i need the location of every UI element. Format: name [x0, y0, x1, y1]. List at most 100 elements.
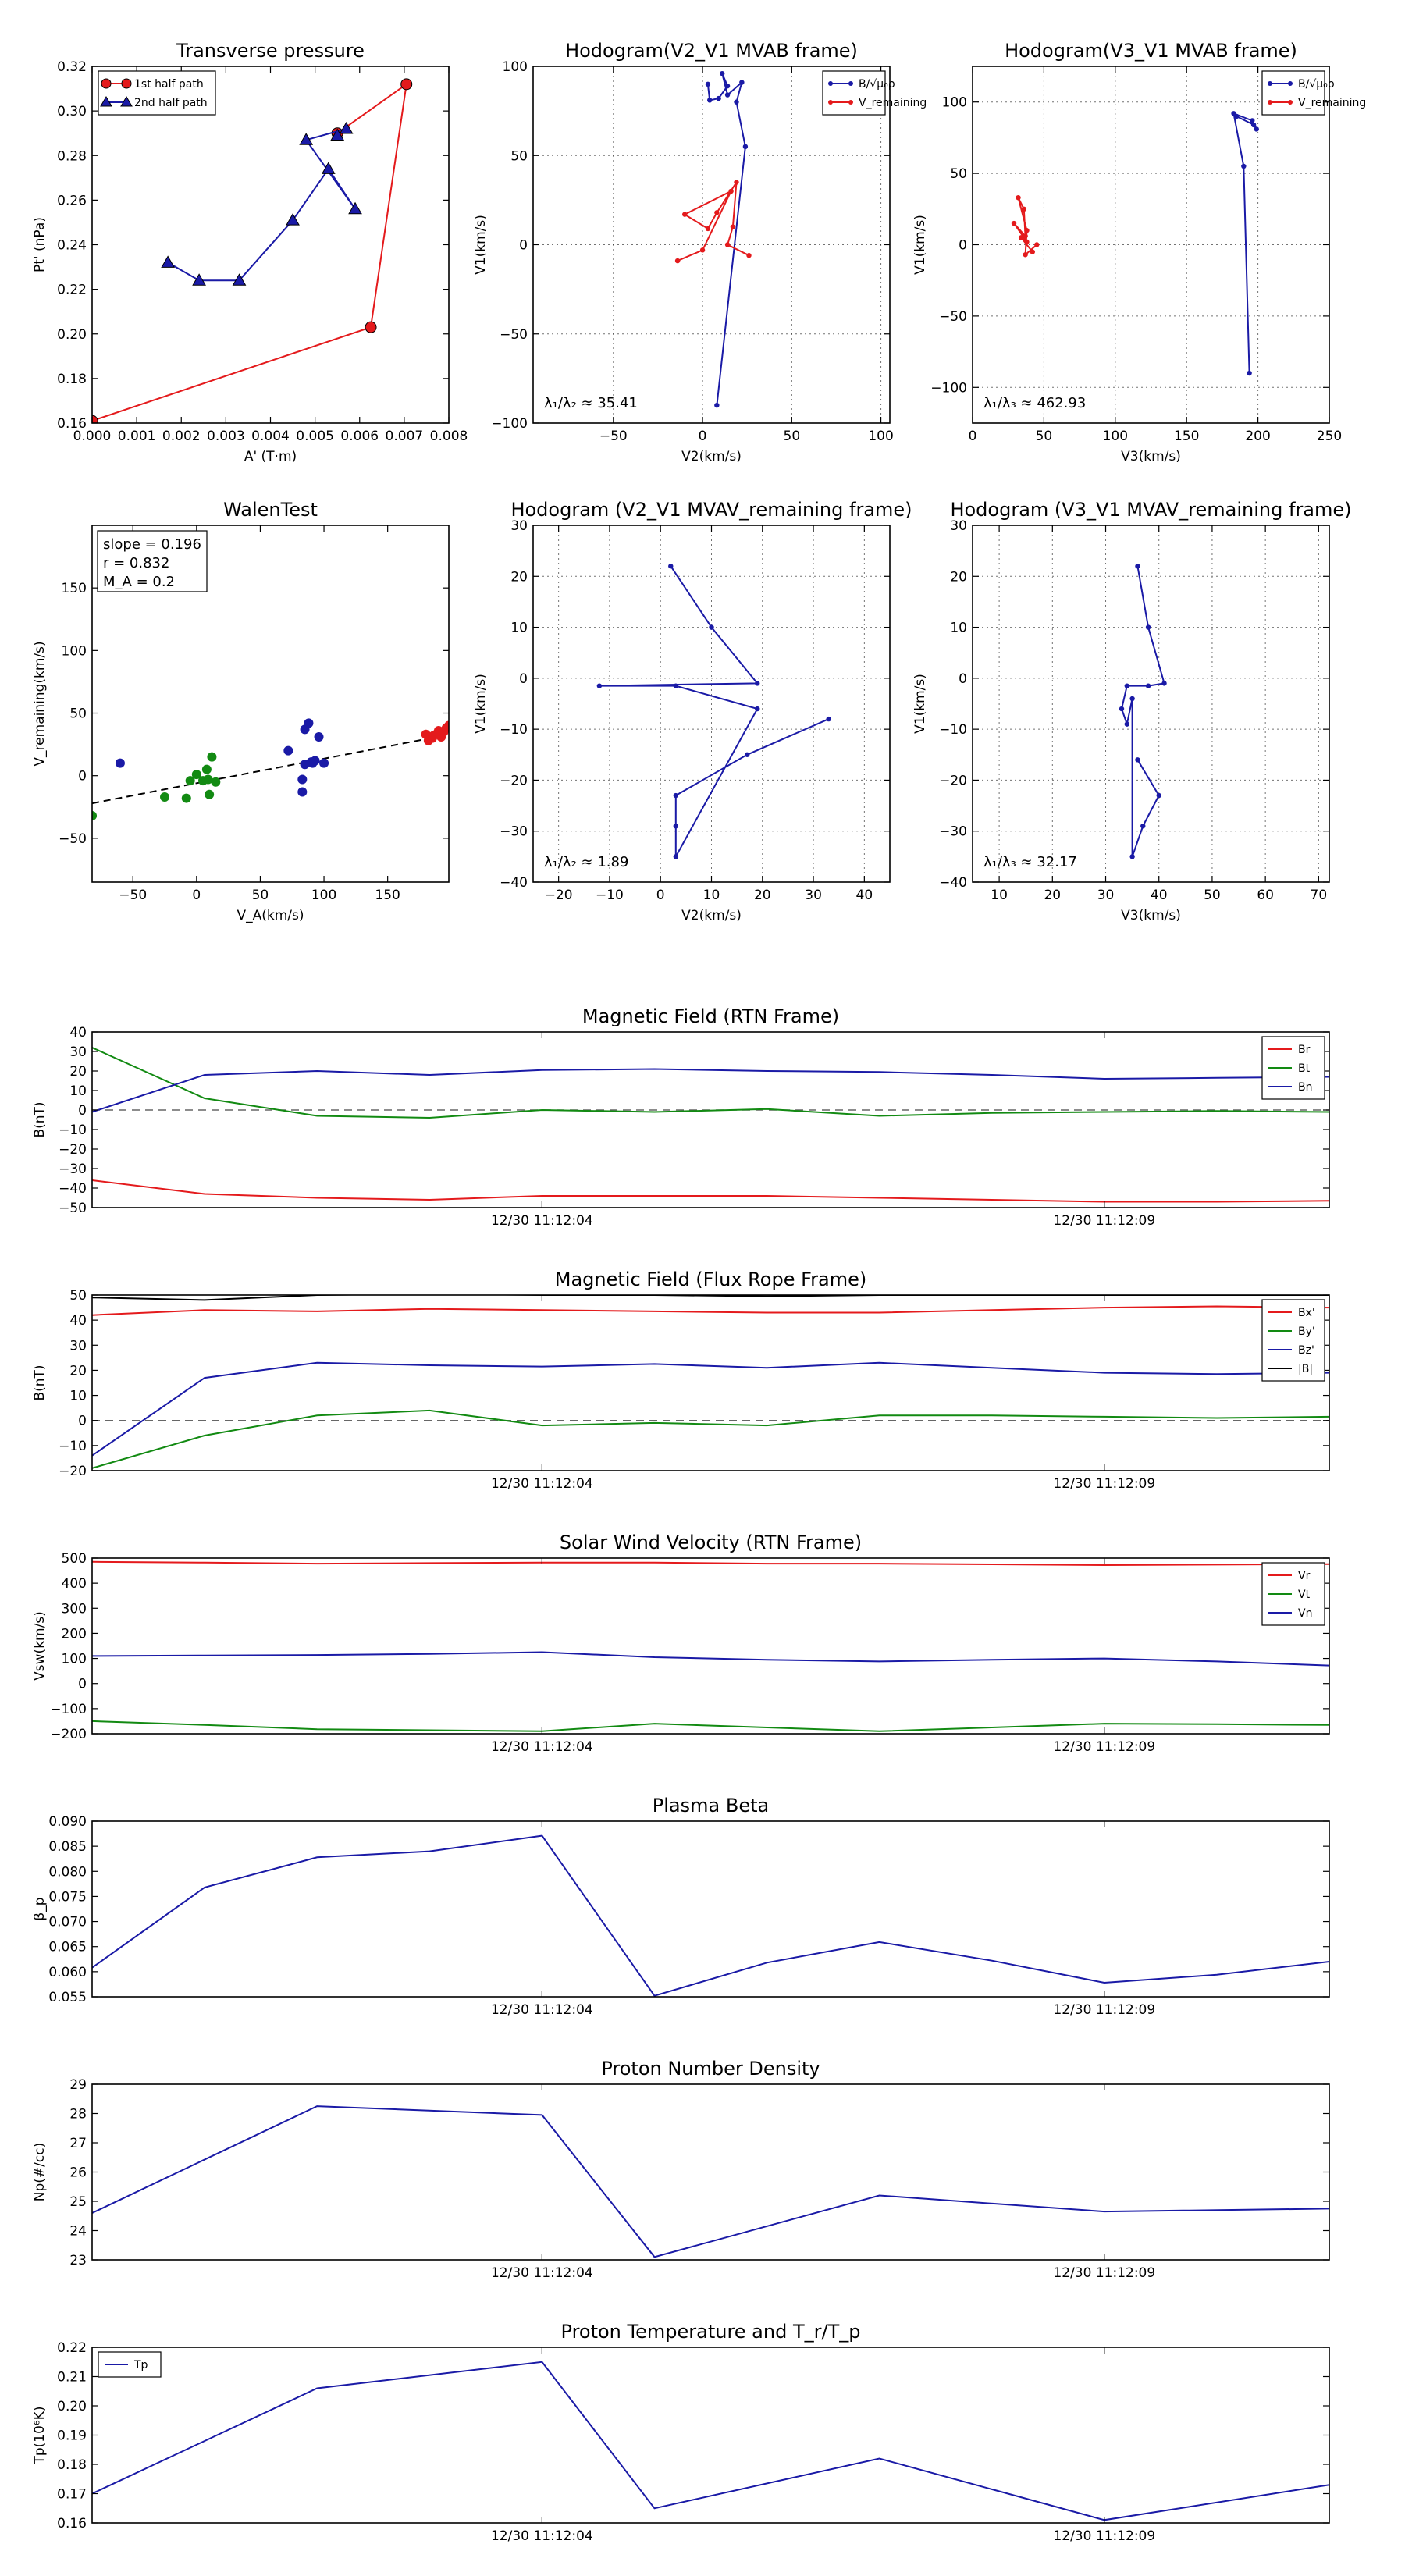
data-point [755, 706, 760, 712]
data-point [724, 92, 731, 98]
x-tick-label: 12/30 11:12:09 [1053, 1476, 1155, 1492]
legend-marker [1268, 100, 1272, 105]
x-tick-label: −50 [599, 429, 628, 444]
data-point [728, 188, 734, 194]
chart-np: Proton Number Density 12/30 11:12:04 12/30… [32, 2058, 1330, 2281]
data-point [232, 273, 247, 286]
data-point [1023, 233, 1028, 239]
y-tick-label: −40 [939, 875, 967, 891]
x-tick-label: 12/30 11:12:04 [491, 2002, 593, 2018]
chart-title: Transverse pressure [176, 40, 365, 62]
y-axis-label: V1(km/s) [912, 674, 928, 734]
data-point [205, 789, 215, 799]
data-point [1145, 683, 1151, 688]
data-point [746, 253, 752, 258]
legend-marker [848, 81, 853, 86]
data-point [297, 787, 308, 797]
legend-label: Tp [133, 2359, 148, 2371]
x-tick-label: 12/30 11:12:09 [1053, 1213, 1155, 1229]
legend: Bx' By' Bz' |B| [1261, 1299, 1325, 1382]
y-tick-label: −20 [59, 1142, 87, 1158]
data-point [203, 774, 213, 785]
chart-brtn: Magnetic Field (RTN Frame) 12/30 11:12:04… [32, 1005, 1330, 1229]
x-tick-label: 0 [656, 888, 665, 903]
eigenvalue-ratio: λ₁/λ₂ ≈ 35.41 [544, 395, 638, 411]
chart-beta: Plasma Beta 12/30 11:12:04 12/30 11:12:09 0… [32, 1795, 1330, 2018]
x-tick-label: 20 [754, 888, 771, 903]
x-tick-label: 40 [1151, 888, 1168, 903]
data-point [429, 731, 439, 741]
data-point [1034, 242, 1040, 247]
x-tick-label: 0.000 [73, 429, 112, 444]
data-point [699, 247, 706, 253]
data-point [1124, 683, 1130, 688]
y-tick-label: 0 [78, 769, 87, 785]
data-point [720, 70, 725, 76]
series-line-V_remaining [677, 181, 749, 262]
legend-box [822, 70, 886, 116]
legend-marker [828, 81, 833, 86]
y-axis-label: Np(#/cc) [32, 2143, 48, 2201]
x-tick-label: 100 [1103, 429, 1128, 444]
legend: Vr Vt Vn [1261, 1562, 1325, 1626]
x-tick-label: 12/30 11:12:04 [491, 1476, 593, 1492]
data-point [673, 792, 678, 799]
data-point [191, 770, 201, 780]
plot-area [1011, 111, 1259, 376]
legend-label: V_remaining [859, 97, 927, 109]
data-point [724, 242, 731, 247]
x-tick-label: 0.008 [430, 429, 468, 444]
y-tick-label: −100 [491, 416, 528, 432]
stats-slope: slope = 0.196 [103, 536, 201, 553]
y-tick-label: 0 [78, 1677, 87, 1692]
x-tick-label: 70 [1311, 888, 1328, 903]
data-point [705, 226, 711, 232]
y-tick-label: 0.26 [57, 193, 87, 208]
chart-title: Proton Number Density [601, 2058, 820, 2080]
y-tick-label: 0.28 [57, 148, 87, 164]
data-point [1024, 239, 1030, 245]
y-tick-label: 100 [942, 95, 967, 111]
data-point [160, 792, 170, 802]
series-line-1st half path [92, 82, 408, 422]
data-point [1140, 823, 1146, 829]
plot-area [596, 564, 831, 859]
x-tick-label: 10 [703, 888, 720, 903]
y-tick-label: 0.18 [57, 372, 87, 387]
chart-title: Solar Wind Velocity (RTN Frame) [560, 1532, 862, 1553]
series-line-Bt [92, 1047, 1329, 1119]
y-axis-label: B(nT) [32, 1364, 48, 1400]
y-tick-label: 0.19 [57, 2428, 87, 2444]
eigenvalue-ratio: λ₁/λ₂ ≈ 1.89 [544, 854, 628, 870]
y-axis-label: β_p [32, 1897, 48, 1920]
series-line-Vr [92, 1560, 1329, 1567]
axes-frame [91, 525, 450, 883]
x-tick-label: 30 [1097, 888, 1115, 903]
y-axis-label: V_remaining(km/s) [32, 641, 48, 766]
legend: 1st half path 2nd half path [98, 70, 216, 116]
chart-bfr: Magnetic Field (Flux Rope Frame) 12/30 11… [32, 1268, 1330, 1492]
chart-pt: Transverse pressure 0.000 0.001 0.002 0.003 0… [32, 40, 468, 464]
x-tick-label: 50 [252, 888, 269, 903]
y-tick-label: −20 [939, 773, 967, 788]
chart-title: Hodogram (V3_V1 MVAV_remaining frame) [950, 499, 1351, 521]
chart-title: Magnetic Field (Flux Rope Frame) [555, 1268, 866, 1290]
legend: B/√μ₀ρ V_remaining [1261, 70, 1366, 116]
y-tick-label: −40 [500, 875, 528, 891]
legend-box [1261, 70, 1325, 116]
data-point [705, 81, 711, 87]
y-tick-label: 40 [69, 1025, 87, 1041]
legend-label: B/√μ₀ρ [1298, 78, 1335, 91]
x-tick-label: 12/30 11:12:09 [1053, 2002, 1155, 2018]
data-point [724, 83, 731, 89]
data-point [716, 95, 721, 101]
y-tick-label: 30 [69, 1338, 87, 1354]
data-point [92, 811, 97, 821]
data-point [714, 402, 720, 408]
chart-title: Proton Temperature and T_r/T_p [561, 2321, 861, 2343]
x-tick-label: −50 [119, 888, 147, 903]
data-point [201, 764, 212, 774]
data-point [673, 823, 678, 829]
legend-marker [1288, 81, 1293, 86]
